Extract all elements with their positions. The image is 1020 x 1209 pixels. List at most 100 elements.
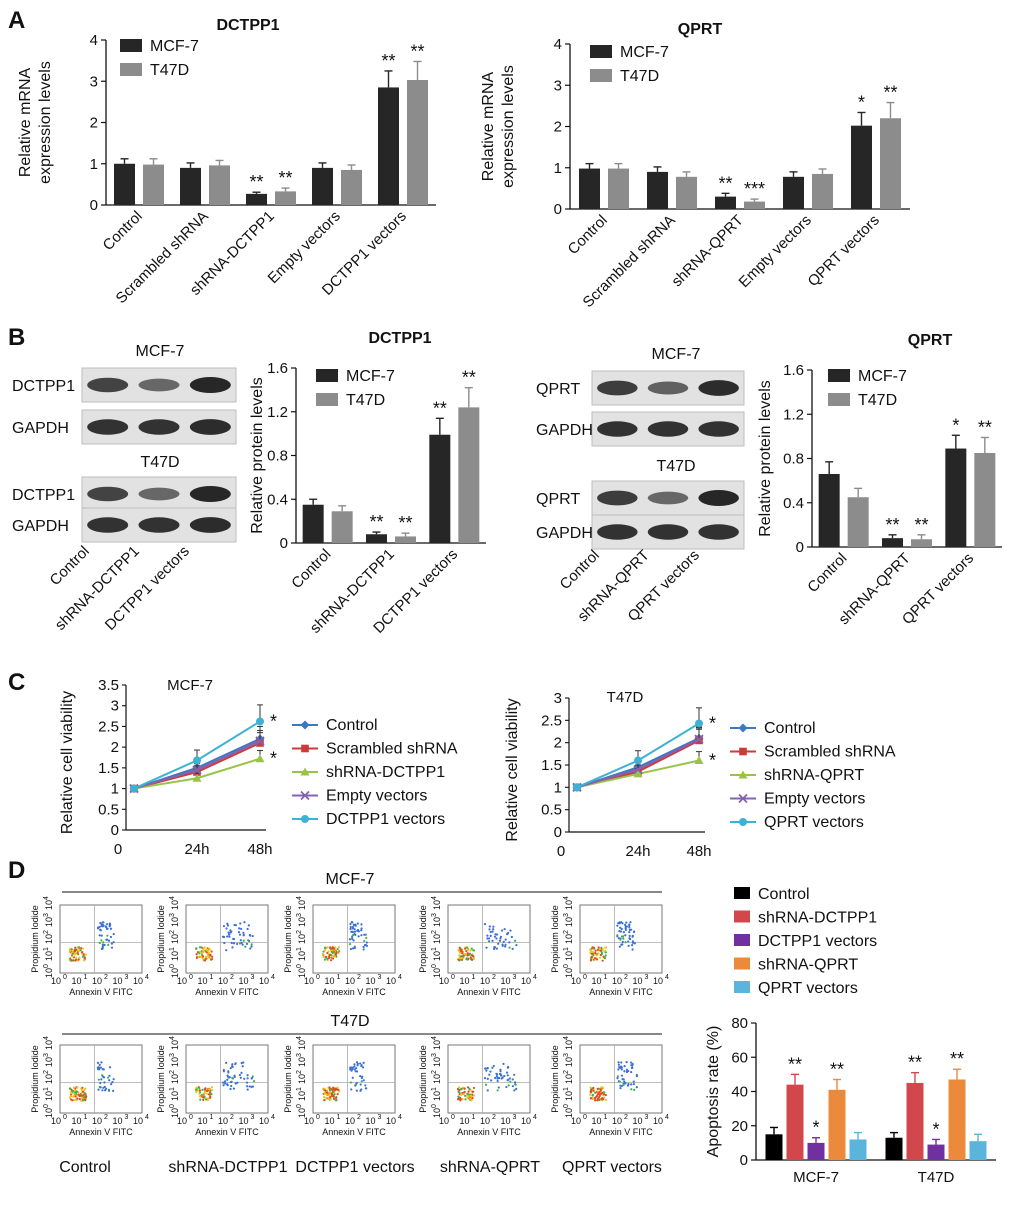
flow-event-dot	[222, 935, 226, 939]
flow-x-tick-base: 10	[112, 1116, 122, 1126]
flow-event-dot	[617, 1063, 620, 1066]
y-axis-label: Relative mRNA	[480, 71, 497, 181]
flow-event-dot	[466, 1094, 469, 1097]
bar	[880, 118, 901, 209]
marker-square	[695, 736, 703, 745]
flow-event-dot	[229, 1067, 232, 1070]
category-label: Control	[565, 212, 611, 258]
y-tick-label: 0	[740, 1152, 748, 1169]
flow-y-tick-exp: 0	[43, 1104, 50, 1108]
flow-event-dot	[246, 1074, 249, 1077]
flow-y-tick-base: 10	[564, 1074, 574, 1084]
blot-band	[138, 487, 180, 501]
flow-event-dot	[227, 1071, 230, 1074]
flow-x-tick-exp: 2	[492, 1114, 496, 1121]
flow-event-dot	[199, 1098, 202, 1101]
flow-event-dot	[623, 923, 627, 926]
legend-label: T47D	[346, 392, 385, 409]
flow-event-dot	[99, 1086, 102, 1089]
flow-x-tick-base: 10	[51, 1116, 61, 1126]
y-axis-label: expression levels	[37, 61, 54, 184]
flow-event-dot	[619, 926, 622, 929]
flow-event-dot	[616, 924, 619, 927]
marker-circle	[256, 717, 264, 726]
flow-y-label: Propidium Iodide	[418, 905, 428, 973]
flow-event-dot	[599, 1092, 603, 1095]
bar	[302, 504, 324, 543]
flow-event-dot	[590, 955, 593, 959]
flow-event-dot	[201, 955, 205, 958]
flow-x-label: Annexin V FITC	[589, 1127, 653, 1137]
flow-x-tick-base: 10	[177, 976, 187, 986]
flow-x-tick-exp: 4	[398, 974, 402, 981]
flow-event-dot	[328, 953, 332, 957]
flow-event-dot	[488, 928, 491, 931]
flow-caption: Control	[59, 1159, 111, 1176]
bar	[579, 168, 600, 209]
x-tick-label: 48h	[247, 841, 272, 858]
flow-event-dot	[596, 1087, 599, 1090]
flow-event-dot	[628, 937, 631, 940]
flow-event-dot	[360, 1088, 363, 1091]
flow-event-dot	[327, 1098, 330, 1101]
flow-event-dot	[81, 1086, 84, 1089]
legend-label: MCF-7	[346, 368, 395, 385]
flow-event-dot	[226, 935, 229, 938]
flow-event-dot	[80, 1099, 83, 1102]
flow-x-tick-exp: 3	[378, 1114, 382, 1121]
bar	[458, 407, 480, 543]
flow-plot-frame	[312, 1044, 396, 1114]
marker-square	[301, 744, 309, 753]
significance-label: **	[718, 173, 732, 193]
flow-y-tick-exp: 0	[296, 964, 303, 968]
y-tick-label: 1	[90, 156, 98, 173]
bar	[786, 1084, 804, 1160]
flow-group-title: T47D	[330, 1013, 369, 1030]
flow-event-dot	[458, 1086, 461, 1089]
flow-event-dot	[485, 1069, 488, 1072]
flow-event-dot	[240, 941, 243, 945]
flow-event-dot	[101, 943, 104, 946]
flow-event-dot	[631, 941, 635, 944]
flow-event-dot	[466, 1086, 470, 1089]
flow-y-tick-exp: 3	[43, 913, 50, 917]
flow-event-dot	[469, 956, 472, 959]
flow-y-tick-exp: 2	[563, 930, 570, 934]
flow-event-dot	[335, 951, 338, 954]
flow-y-tick-base: 10	[44, 1074, 54, 1084]
significance-label: *	[270, 749, 277, 769]
flow-event-dot	[354, 1070, 357, 1073]
flow-y-tick-exp: 0	[43, 964, 50, 968]
legend-label: Empty vectors	[326, 788, 427, 805]
flow-event-dot	[229, 1081, 232, 1084]
flow-event-dot	[229, 931, 232, 934]
flow-event-dot	[486, 934, 489, 937]
flow-event-dot	[467, 1095, 470, 1098]
bar	[395, 536, 416, 543]
flow-event-dot	[110, 942, 113, 945]
flow-y-tick-base: 10	[44, 951, 54, 961]
flow-event-dot	[107, 1089, 111, 1092]
legend-label: MCF-7	[620, 44, 669, 61]
significance-label: **	[398, 513, 412, 533]
flow-event-dot	[633, 942, 636, 945]
flow-x-tick-base: 10	[591, 976, 601, 986]
flow-event-dot	[349, 922, 352, 926]
flow-event-dot	[485, 946, 488, 949]
flow-x-tick-base: 10	[92, 1116, 102, 1126]
flow-event-dot	[604, 946, 608, 949]
blot-band	[698, 524, 739, 540]
flow-y-tick-base: 10	[432, 1074, 442, 1084]
flow-event-dot	[69, 947, 72, 951]
flow-x-tick-exp: 3	[378, 974, 382, 981]
marker-x	[633, 764, 643, 775]
legend-label: QPRT vectors	[758, 980, 858, 997]
significance-label: **	[788, 1054, 802, 1074]
flow-event-dot	[81, 947, 84, 950]
flow-event-dot	[226, 1074, 229, 1078]
flow-event-dot	[484, 1067, 487, 1070]
flow-event-dot	[349, 1068, 352, 1071]
flow-event-dot	[618, 1080, 621, 1083]
flow-event-dot	[501, 1076, 504, 1079]
flow-x-tick-base: 10	[324, 1116, 334, 1126]
